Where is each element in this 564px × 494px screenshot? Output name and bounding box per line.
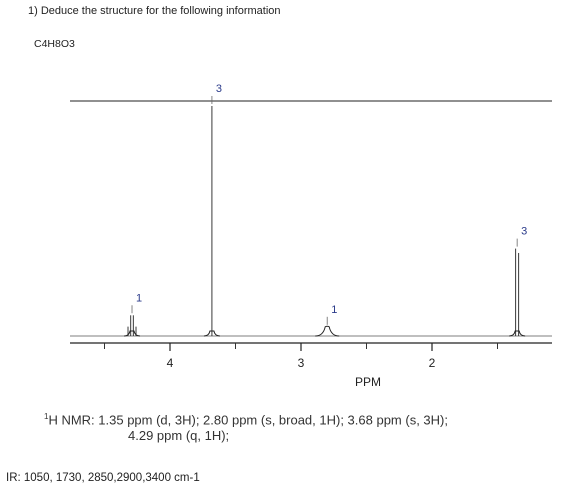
minor-ticks <box>104 343 498 349</box>
tick-label: 3 <box>298 356 305 370</box>
nmr-line-2: 4.29 ppm (q, 1H); <box>128 428 230 444</box>
nmr-superscript: 1 <box>44 412 49 421</box>
question-title: 1) Deduce the structure for the followin… <box>28 5 281 17</box>
major-ticks: 4 3 2 <box>167 343 436 370</box>
x-axis-label: PPM <box>355 375 381 389</box>
peak-broad <box>315 325 340 337</box>
integration-label: 1 <box>331 304 337 316</box>
nmr-spectrum-chart: 4 3 2 1 3 1 3 PPM <box>70 83 552 389</box>
integration-label: 3 <box>521 226 527 238</box>
tick-label: 4 <box>167 356 174 370</box>
integration-label: 1 <box>136 292 142 304</box>
peak-group <box>123 106 526 337</box>
nmr-line-1: H NMR: 1.35 ppm (d, 3H); 2.80 ppm (s, br… <box>48 412 448 428</box>
integration-label: 3 <box>216 83 222 95</box>
tick-label: 2 <box>429 356 436 370</box>
nmr-data-text: 1H NMR: 1.35 ppm (d, 3H); 2.80 ppm (s, b… <box>44 409 544 444</box>
ir-data-text: IR: 1050, 1730, 2850,2900,3400 cm-1 <box>6 472 200 484</box>
peak-foot <box>123 330 141 337</box>
molecular-formula: C4H8O3 <box>34 38 75 50</box>
integration-labels: 1 3 1 3 <box>131 83 527 325</box>
peak-foot <box>509 330 526 337</box>
